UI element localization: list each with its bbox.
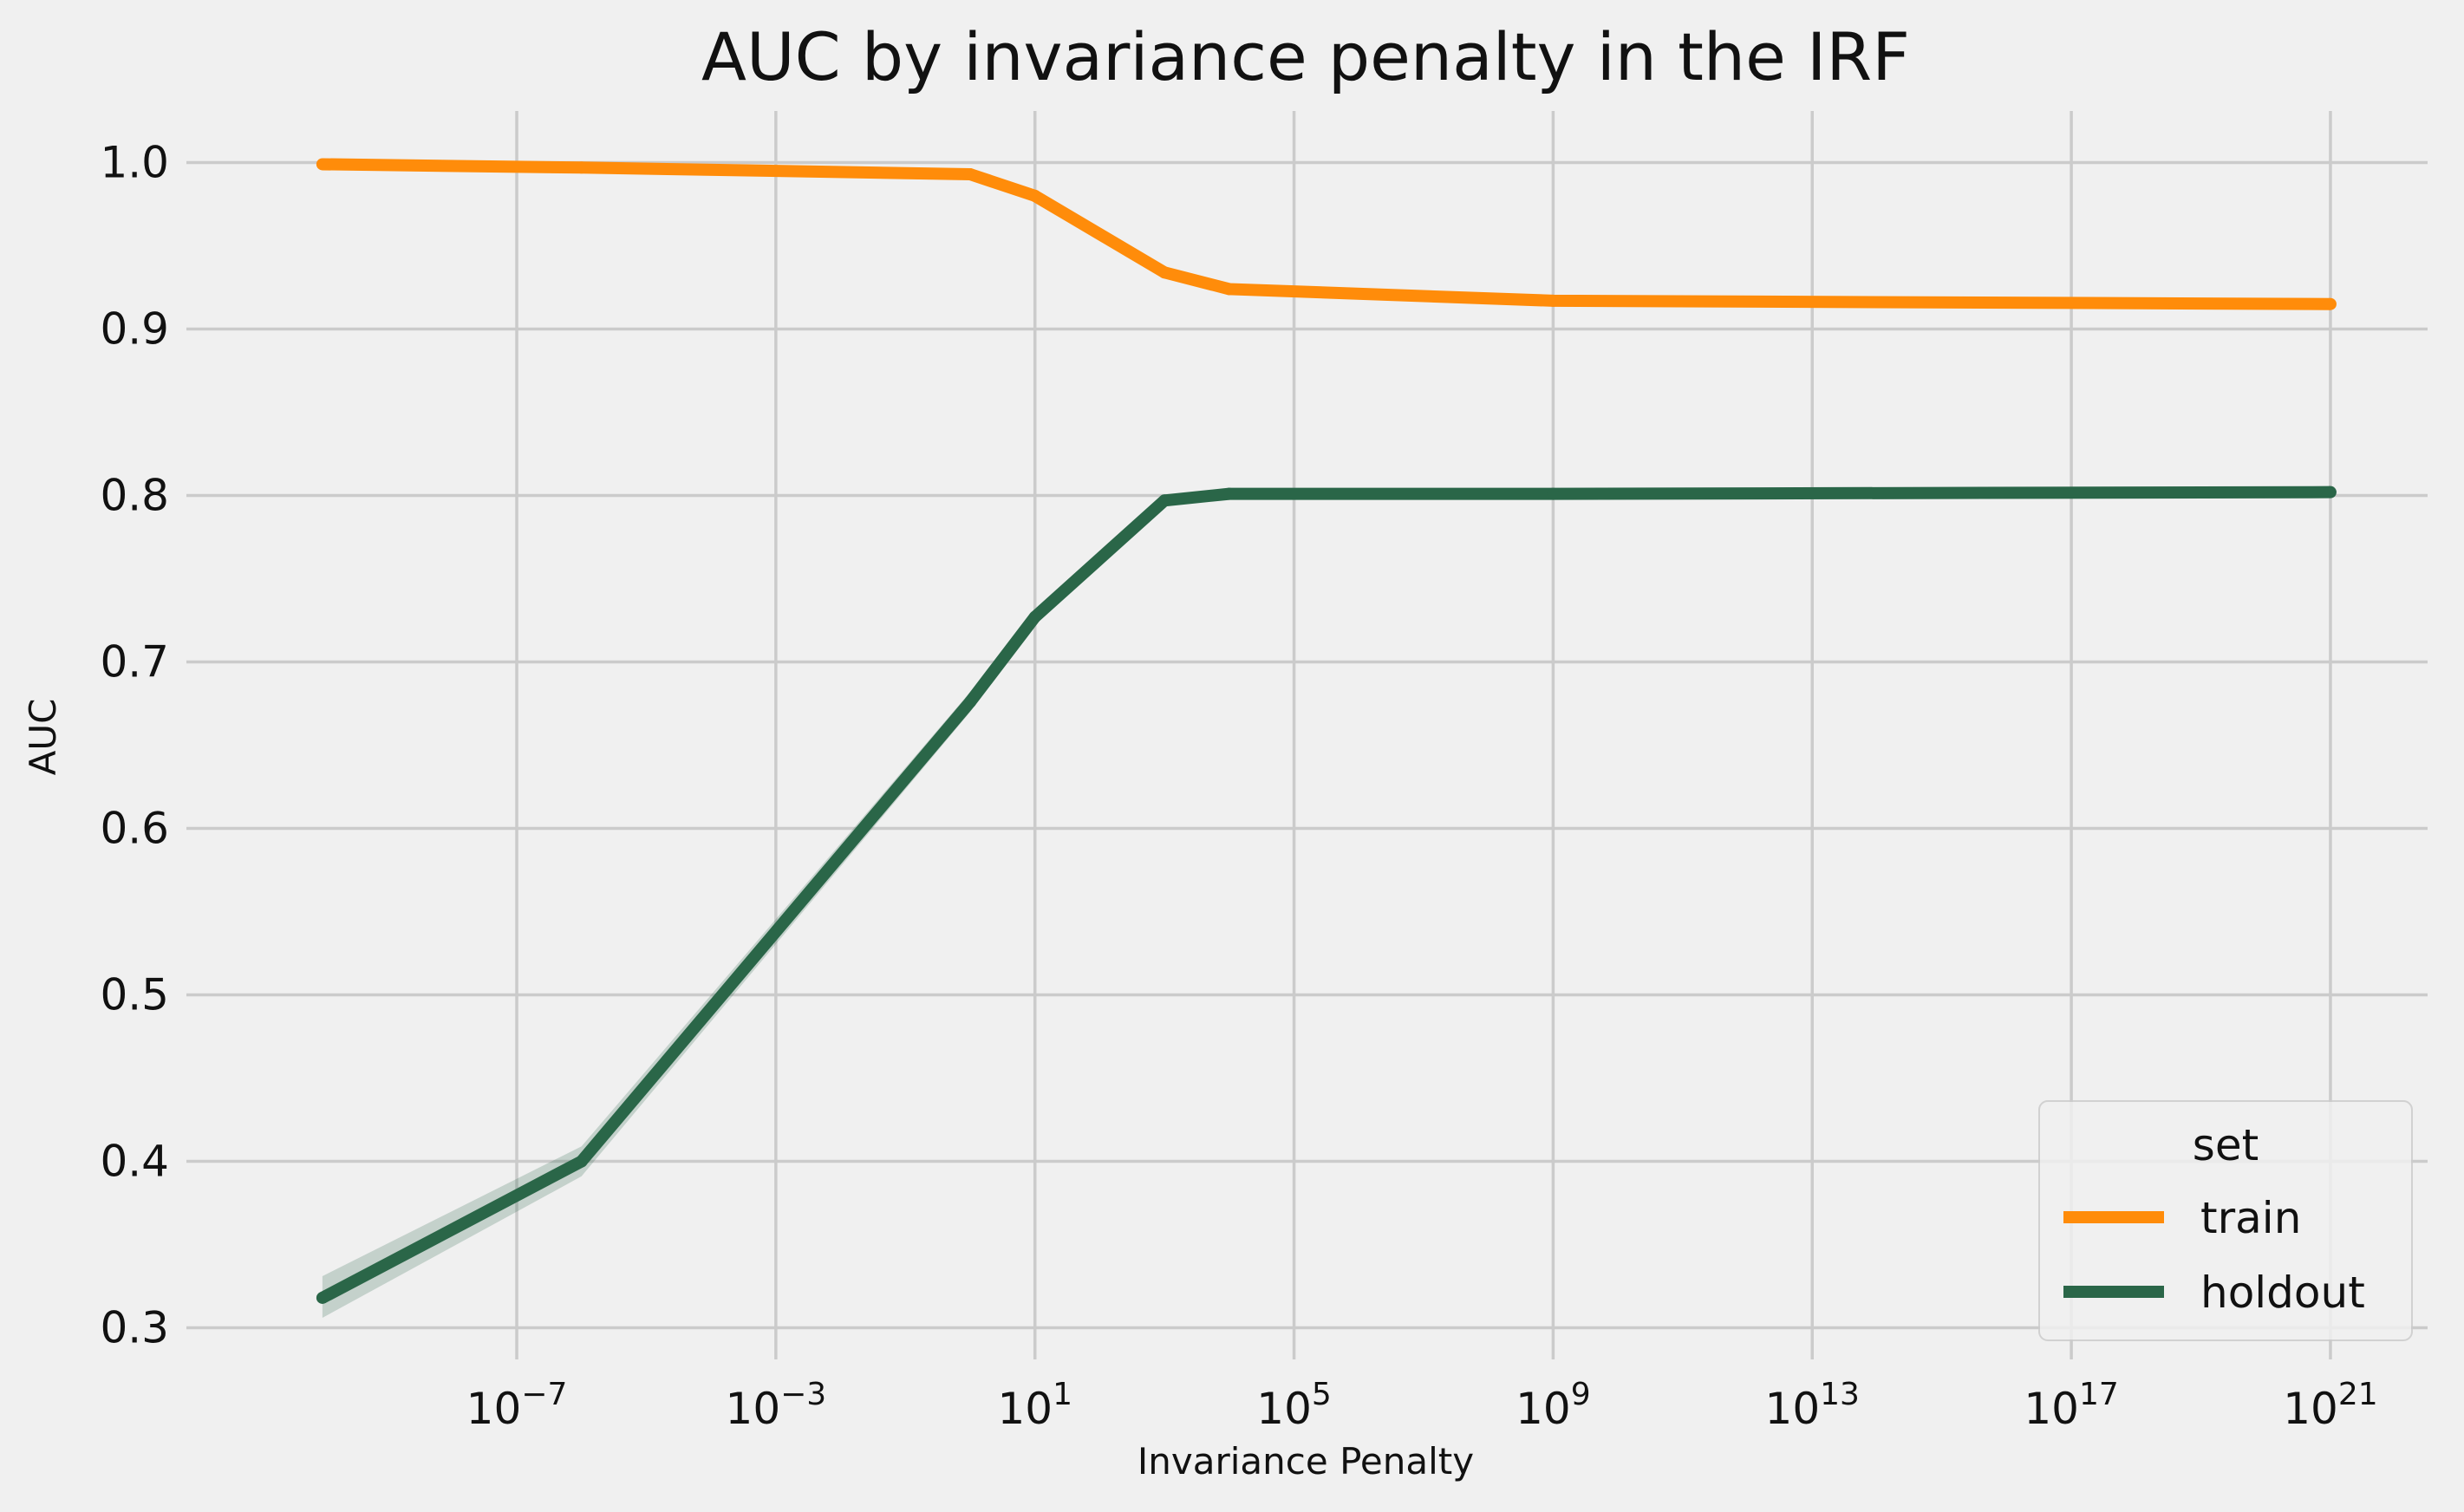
legend-label-train: train [2200, 1193, 2301, 1243]
x-tick-label: 10−7 [466, 1377, 568, 1434]
y-tick-label: 0.6 [100, 804, 169, 854]
data-point-train [316, 158, 329, 171]
data-point-holdout [1158, 494, 1171, 507]
x-tick-label: 101 [997, 1377, 1072, 1434]
y-tick-label: 0.8 [100, 471, 169, 521]
y-tick-label: 1.0 [100, 138, 169, 188]
y-tick-label: 0.7 [100, 637, 169, 688]
legend-label-holdout: holdout [2200, 1268, 2365, 1318]
x-tick-label: 1013 [1765, 1377, 1860, 1434]
x-tick-label: 109 [1516, 1377, 1591, 1434]
x-axis-ticks: 10−7 10−3 101 105 109 1013 1017 1021 [466, 1377, 2378, 1434]
data-point-train [575, 161, 588, 174]
y-axis-ticks: 0.3 0.4 0.5 0.6 0.7 0.8 0.9 1.0 [100, 138, 169, 1353]
data-point-holdout [1547, 487, 1560, 500]
y-axis-label: AUC [22, 699, 64, 776]
series-line-holdout [319, 486, 2330, 1304]
y-tick-label: 0.3 [100, 1303, 169, 1353]
data-point-holdout [964, 695, 977, 708]
legend-title: set [2193, 1120, 2259, 1170]
legend: set train holdout [2038, 1100, 2413, 1341]
y-tick-label: 0.9 [100, 304, 169, 355]
data-point-train [964, 167, 977, 180]
x-axis-label: Invariance Penalty [1137, 1440, 1474, 1483]
x-tick-label: 1021 [2283, 1377, 2377, 1434]
chart-title: AUC by invariance penalty in the IRF [701, 18, 1910, 95]
series-line-train [322, 158, 2330, 310]
data-series [316, 158, 2337, 1304]
y-tick-label: 0.4 [100, 1137, 169, 1187]
data-point-holdout [575, 1155, 588, 1168]
data-point-holdout [1028, 610, 1041, 623]
data-point-train [2324, 297, 2337, 310]
y-tick-label: 0.5 [100, 970, 169, 1020]
data-point-holdout [1222, 487, 1235, 500]
data-point-train [1547, 294, 1560, 307]
data-point-train [1222, 283, 1235, 296]
data-point-holdout [2324, 486, 2337, 499]
x-tick-label: 1017 [2024, 1377, 2118, 1434]
x-tick-label: 10−3 [726, 1377, 827, 1434]
data-point-train [1028, 189, 1041, 202]
data-point-train [1158, 266, 1171, 279]
legend-box [2038, 1100, 2413, 1341]
data-point-holdout [316, 1291, 329, 1304]
x-tick-label: 105 [1256, 1377, 1332, 1434]
